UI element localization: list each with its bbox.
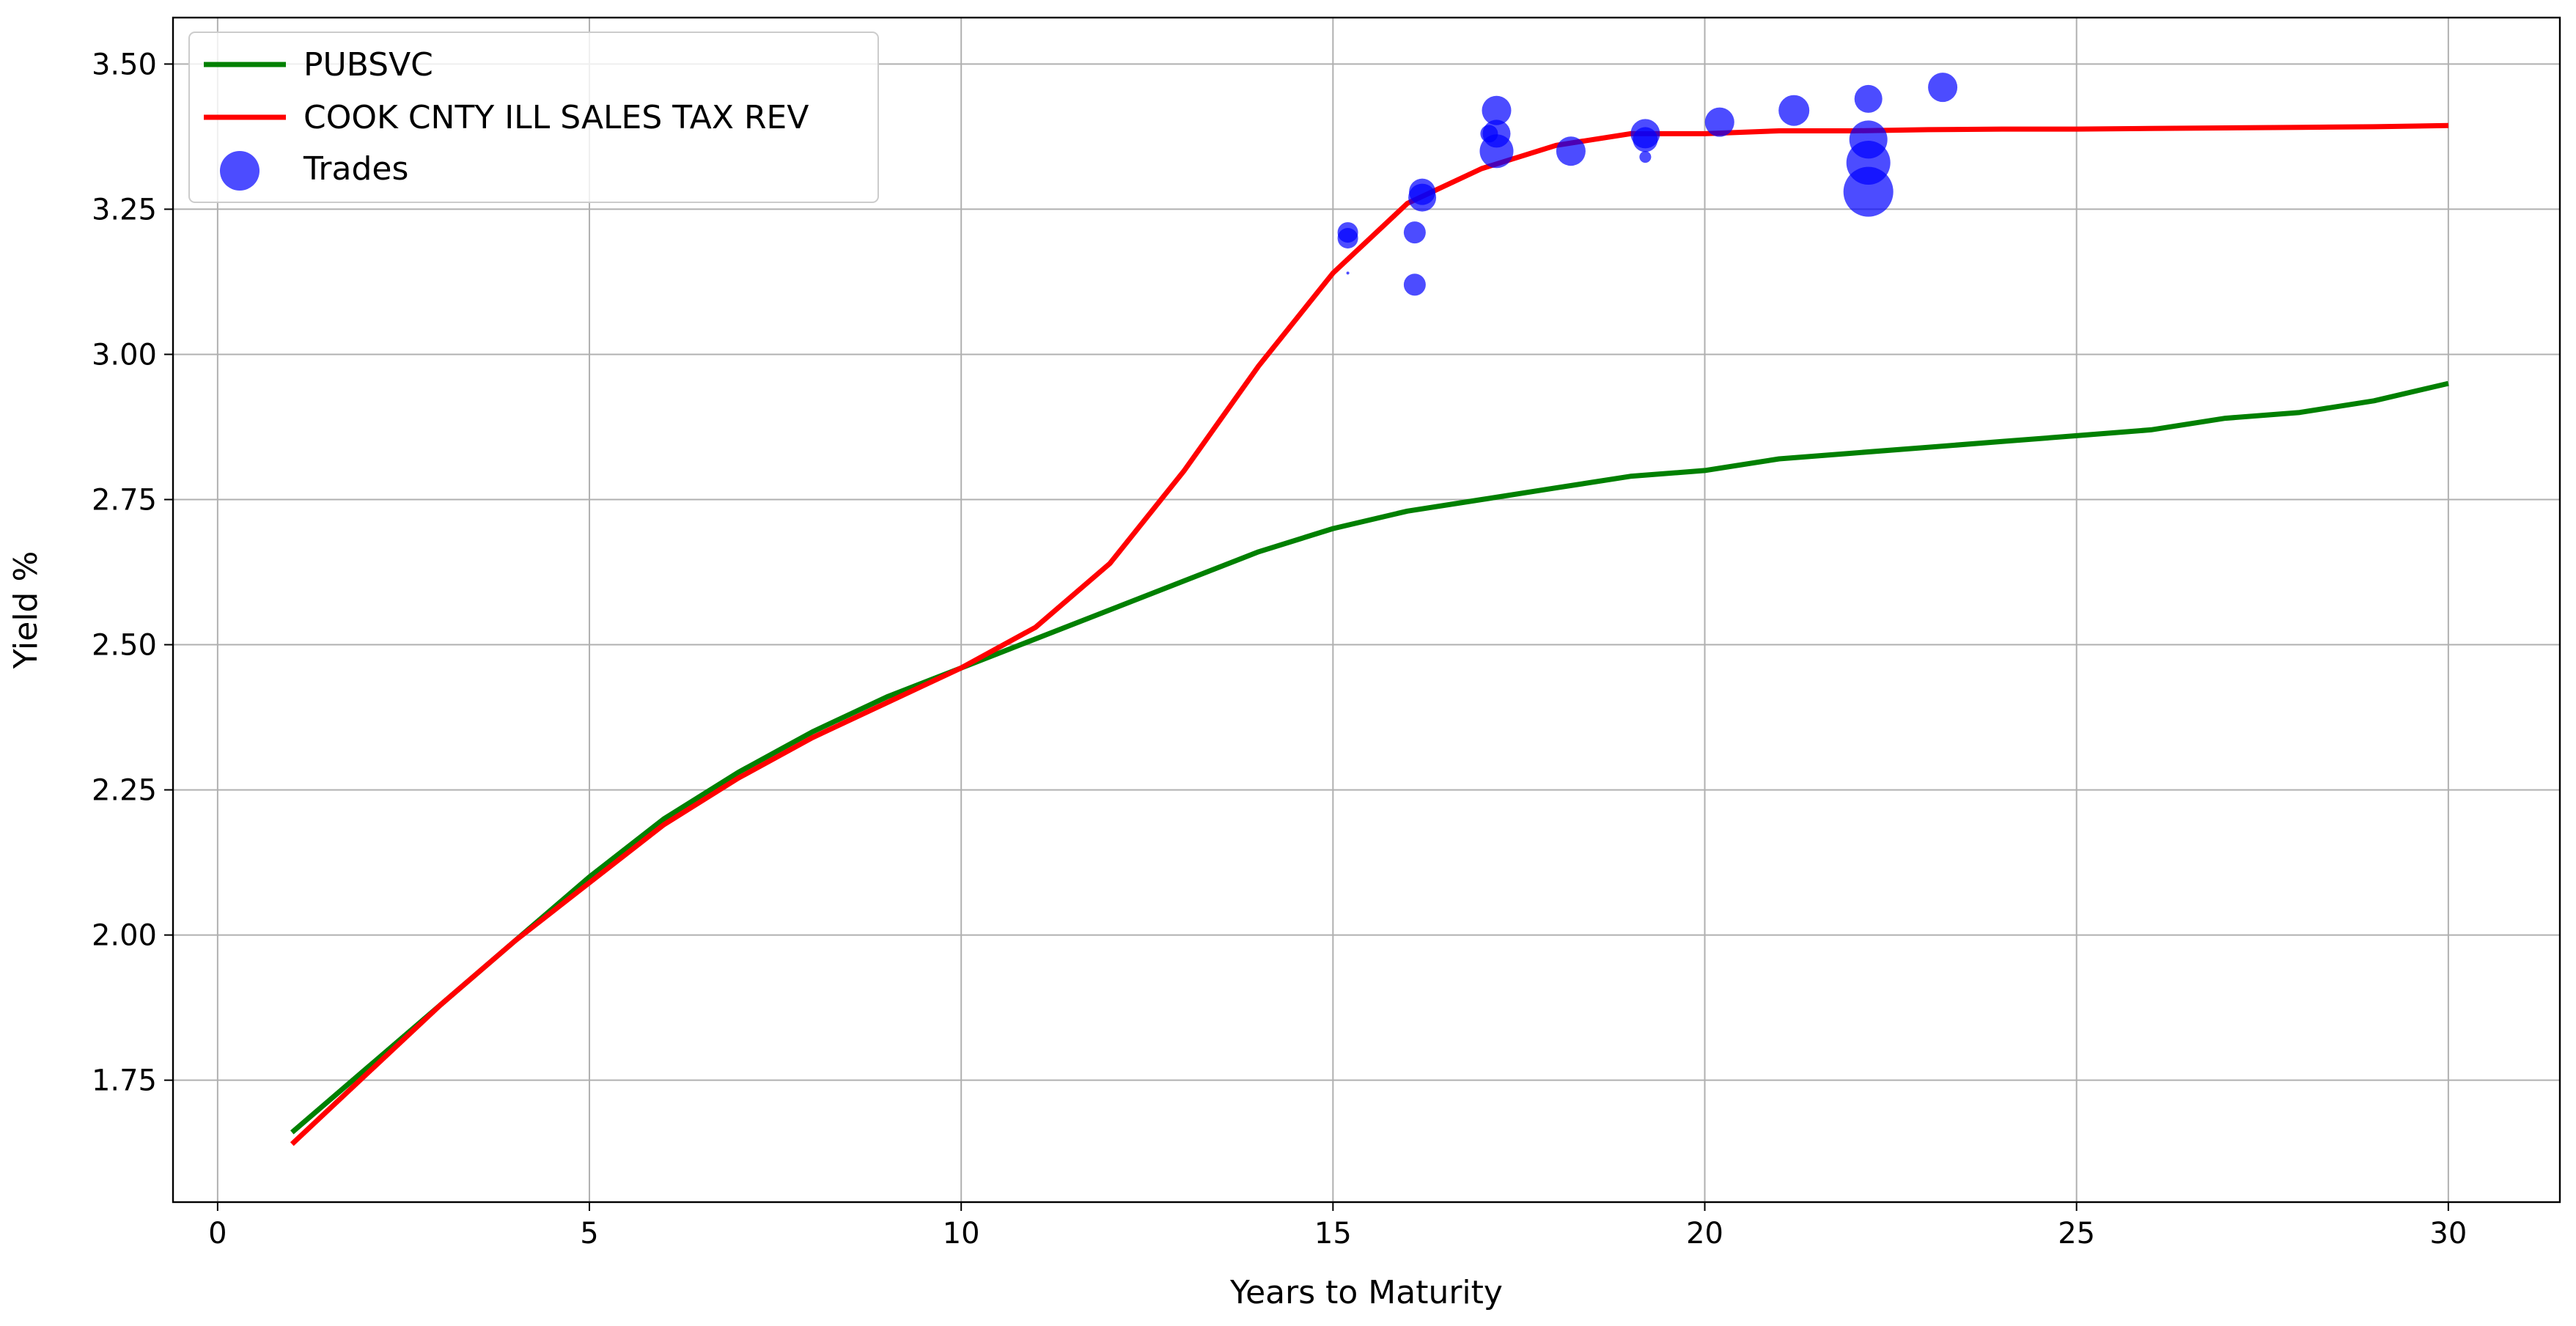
trade-point (1704, 107, 1734, 137)
legend: PUBSVC COOK CNTY ILL SALES TAX REV Trade… (188, 32, 879, 203)
trade-point (1346, 271, 1350, 275)
trade-point (1403, 273, 1426, 296)
trade-point (1409, 178, 1436, 205)
trade-point (1630, 119, 1660, 149)
series-line-1 (290, 122, 2448, 1146)
trade-point (1778, 95, 1810, 126)
legend-label-trades: Trades (303, 150, 408, 188)
legend-swatch-trades (220, 151, 260, 191)
trade-point (1337, 222, 1358, 243)
x-tick-label: 0 (208, 1217, 227, 1251)
trade-point (1403, 221, 1426, 244)
series-line-0 (290, 380, 2449, 1135)
y-axis-label: Yield % (7, 551, 45, 670)
legend-label-pubsvc: PUBSVC (303, 46, 433, 84)
trade-point (1639, 151, 1652, 163)
y-tick-label: 2.25 (92, 774, 157, 808)
y-tick-label: 2.00 (92, 919, 157, 953)
legend-label-cook-cnty: COOK CNTY ILL SALES TAX REV (303, 99, 809, 136)
plot-area-frame (172, 16, 2561, 1204)
trade-point (1482, 119, 1511, 148)
x-tick-label: 15 (1314, 1217, 1352, 1251)
y-tick-label: 3.00 (92, 338, 157, 372)
x-tick-label: 25 (2058, 1217, 2095, 1251)
x-tick-label: 10 (943, 1217, 980, 1251)
y-tick-label: 3.25 (92, 193, 157, 226)
trade-point (1849, 120, 1888, 159)
trade-point (1854, 84, 1883, 113)
x-tick-label: 30 (2429, 1217, 2467, 1251)
grid (173, 18, 2560, 1202)
data-series (290, 73, 2449, 1146)
legend-box (188, 32, 879, 203)
x-axis-label: Years to Maturity (1229, 1274, 1503, 1311)
axis-ticks: 0 5 10 15 20 25 30 1.75 2.00 2.25 2.50 2.75 3.00 3.25… (92, 48, 2467, 1251)
x-tick-label: 5 (580, 1217, 598, 1251)
y-tick-label: 3.50 (92, 48, 157, 81)
trade-point (1556, 136, 1586, 166)
x-tick-label: 20 (1686, 1217, 1723, 1251)
y-tick-label: 2.50 (92, 629, 157, 663)
trade-point (1928, 73, 1958, 103)
trade-point (1482, 95, 1512, 125)
y-tick-label: 2.75 (92, 483, 157, 517)
y-tick-label: 1.75 (92, 1064, 157, 1098)
